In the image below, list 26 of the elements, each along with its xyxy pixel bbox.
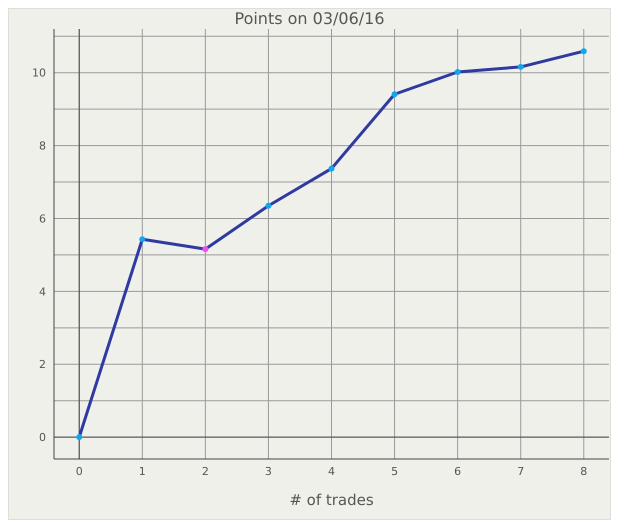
y-tick-label: 8 <box>39 140 46 153</box>
x-tick-label: 8 <box>580 464 588 478</box>
point <box>580 48 587 54</box>
x-tick-label: 2 <box>202 464 209 478</box>
point <box>454 69 461 75</box>
y-tick-label: 4 <box>39 285 46 298</box>
y-tick-label: 2 <box>39 358 46 372</box>
x-tick-label: 5 <box>391 464 398 478</box>
point <box>265 202 272 209</box>
chart-title: Points on 03/06/16 <box>233 9 386 28</box>
x-tick-label: 7 <box>517 464 524 478</box>
x-tick-label: 3 <box>264 464 272 478</box>
point <box>139 236 146 242</box>
y-tick-label: 6 <box>39 212 46 226</box>
x-tick-label: 1 <box>138 464 146 478</box>
x-tick-label: 0 <box>76 464 83 478</box>
x-tick-label: 4 <box>328 464 335 478</box>
point <box>518 64 524 70</box>
y-tick-label: 10 <box>32 66 46 80</box>
point <box>202 246 208 252</box>
x-axis-title: # of trades <box>289 491 374 509</box>
x-tick-label: 6 <box>454 464 462 478</box>
point <box>328 166 334 172</box>
point <box>392 91 398 98</box>
y-tick-label: 0 <box>39 431 46 444</box>
point <box>76 434 82 440</box>
